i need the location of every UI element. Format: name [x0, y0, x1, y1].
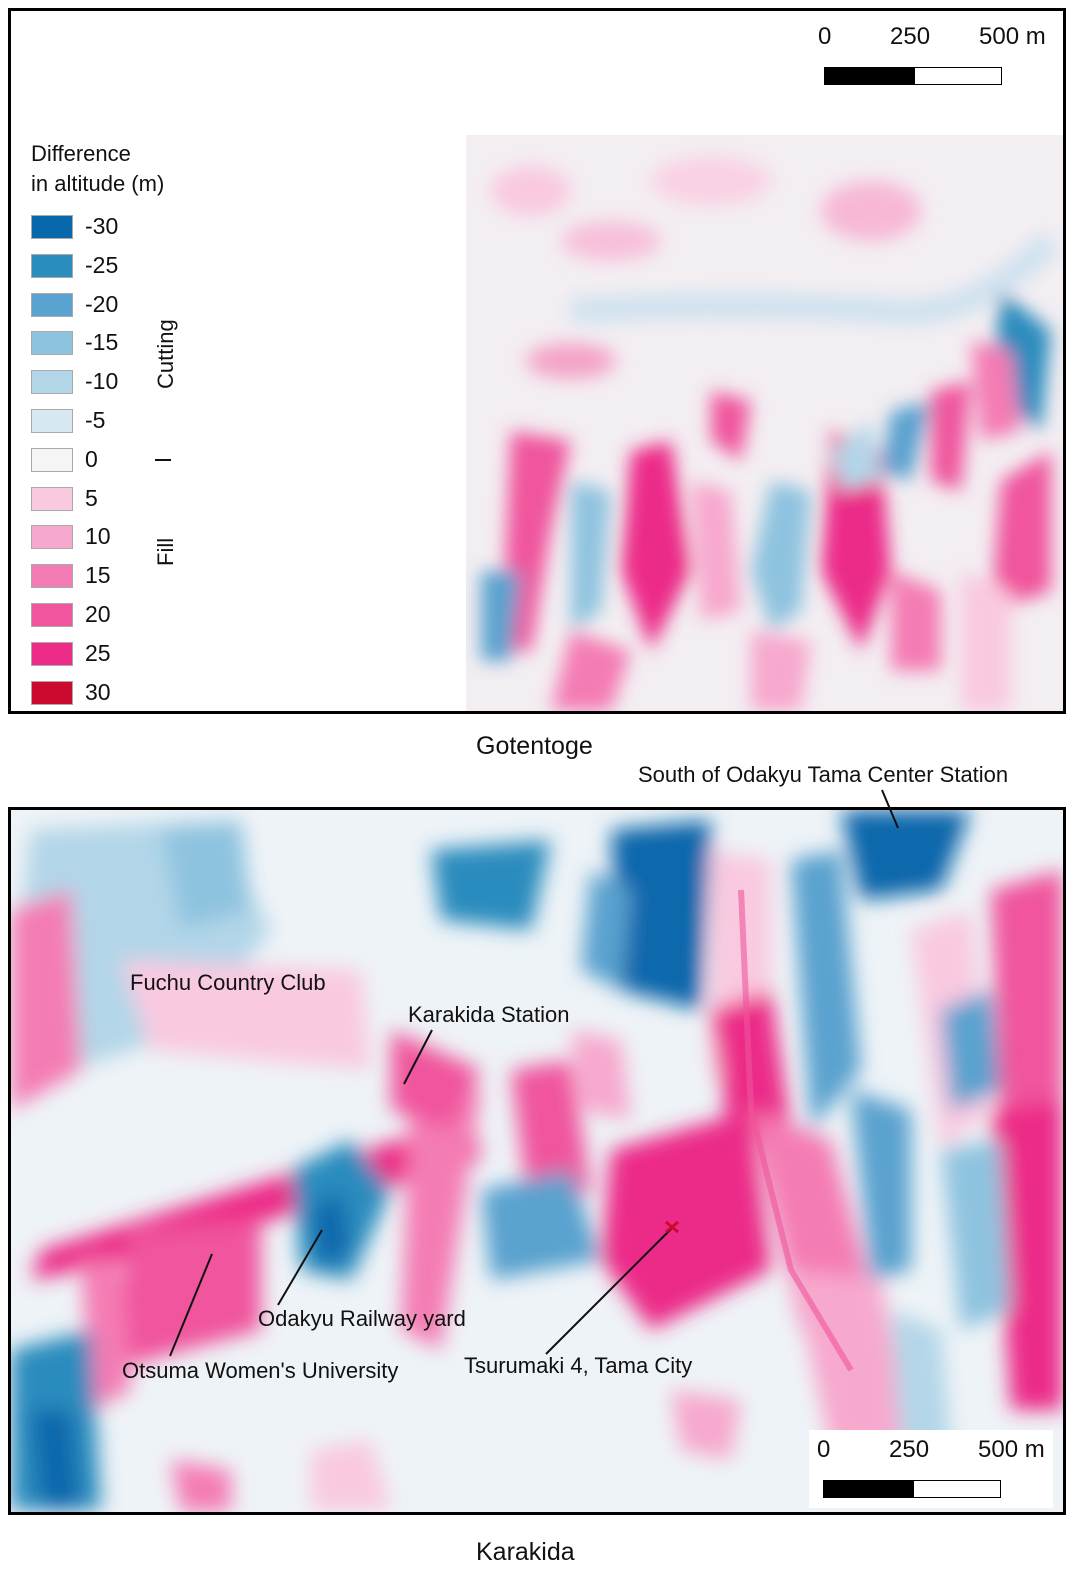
legend-swatch [31, 603, 73, 627]
legend-swatch [31, 292, 73, 317]
legend-label: 10 [85, 523, 111, 550]
legend-label: 30 [85, 678, 111, 705]
legend-swatch [31, 331, 73, 356]
legend-label: -5 [85, 407, 106, 433]
scale-bar-white-segment [914, 67, 1002, 85]
caption-karakida: Karakida [476, 1538, 575, 1566]
legend-swatch [31, 215, 73, 239]
legend-label: 20 [85, 601, 111, 627]
scale-bar-bottom: 0 250 500 m [809, 1430, 1053, 1508]
legend-swatch [31, 370, 73, 395]
gotentoge-map-panel: Difference in altitude (m) -30 -25 -20 -15 -… [8, 8, 1066, 714]
scale-bar-black-segment [824, 67, 914, 85]
legend-label: -25 [85, 251, 119, 278]
legend-swatch [31, 447, 73, 472]
scale-tick-500: 500 m [979, 23, 1046, 50]
legend-title-line-2: in altitude (m) [31, 171, 165, 196]
label-karakida-station: Karakida Station [408, 1002, 570, 1027]
legend-label: 5 [85, 484, 98, 511]
label-tama-center: South of Odakyu Tama Center Station [638, 762, 1009, 787]
legend-swatch [31, 486, 73, 511]
legend-label: -15 [85, 329, 119, 356]
legend-label: 25 [85, 639, 111, 666]
scale-tick-0: 0 [818, 23, 832, 50]
fill-label: Fill [153, 537, 178, 566]
label-tsurumaki-4: Tsurumaki 4, Tama City [464, 1353, 693, 1378]
legend-label: -10 [85, 368, 119, 395]
karakida-terrain-raster [11, 810, 1063, 1512]
legend-label: 15 [85, 562, 111, 589]
scale-bar-top: 0 250 500 m [818, 23, 1046, 93]
legend-swatch [31, 525, 73, 550]
legend-zero-dash [155, 459, 171, 461]
legend-title-line-1: Difference [31, 141, 131, 166]
karakida-map-panel: 0 250 500 m [8, 807, 1066, 1515]
legend-swatch [31, 641, 73, 666]
scale-tick-500: 500 m [978, 1436, 1045, 1463]
label-otsuma-womens-university: Otsuma Women's University [122, 1358, 399, 1383]
legend-swatch [31, 409, 73, 433]
label-odakyu-railway-yard: Odakyu Railway yard [258, 1306, 466, 1331]
legend-label: -30 [85, 213, 119, 239]
scale-tick-250: 250 [889, 1436, 930, 1463]
label-fuchu-country-club: Fuchu Country Club [130, 970, 326, 995]
caption-gotentoge: Gotentoge [476, 732, 593, 760]
legend-label: -20 [85, 290, 119, 317]
scale-tick-250: 250 [890, 23, 931, 50]
gotentoge-terrain-raster [466, 135, 1063, 711]
legend-swatch [31, 680, 73, 705]
scale-bar-white-segment [913, 1480, 1001, 1498]
legend-swatch [31, 564, 73, 589]
legend-label: 0 [85, 445, 98, 472]
scale-tick-0: 0 [817, 1436, 831, 1463]
legend-title: Difference in altitude (m) [31, 139, 164, 199]
altitude-legend: Difference in altitude (m) -30 -25 -20 -15 -… [31, 139, 211, 705]
scale-bar-black-segment [823, 1480, 913, 1498]
cutting-label: Cutting [153, 319, 178, 389]
legend-swatch [31, 253, 73, 278]
